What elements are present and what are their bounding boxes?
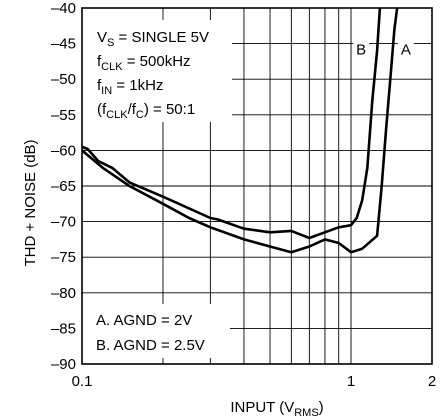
curve-label-bg <box>397 40 414 59</box>
x-tick-labels: 0.1 1 2 <box>72 373 437 390</box>
series-line-a <box>82 8 399 254</box>
conditions-annotation: VS = SINGLE 5V fCLK = 500kHz fIN = 1kHz (fC… <box>97 29 209 121</box>
curve-label-bg <box>353 40 370 59</box>
y-tick-labels: –40 –45 –50 –55 –60 –65 –70 –75 –80 –85 –90 <box>51 0 76 373</box>
y-tick-label: –45 <box>51 36 76 53</box>
y-tick-label: –50 <box>51 71 76 88</box>
plot-frame <box>81 7 433 365</box>
x-axis-title: INPUT (VRMS) <box>230 399 323 419</box>
curve-label-b: B <box>356 41 366 58</box>
condition-line: fIN = 1kHz <box>97 77 163 97</box>
curve-label-a: A <box>401 41 411 58</box>
y-tick-label: –80 <box>51 285 76 302</box>
y-axis-title: THD + NOISE (dB) <box>22 139 39 266</box>
y-tick-label: –65 <box>51 178 76 195</box>
condition-line: VS = SINGLE 5V <box>97 29 209 49</box>
conditions-box-bg <box>82 20 232 122</box>
y-tick-label: –70 <box>51 214 76 231</box>
legend-note-b: B. AGND = 2.5V <box>96 337 205 354</box>
y-tick-label: –55 <box>51 107 76 124</box>
y-tick-label: –60 <box>51 142 76 159</box>
y-tick-label: –90 <box>51 356 76 373</box>
x-tick-label: 1 <box>347 373 355 390</box>
condition-line: (fCLK/fC) = 50:1 <box>97 101 195 121</box>
x-tick-label: 0.1 <box>72 373 93 390</box>
y-tick-label: –40 <box>51 0 76 17</box>
series-lines <box>82 8 399 254</box>
y-tick-label: –85 <box>51 320 76 337</box>
legend-notes-box-bg <box>82 304 230 358</box>
condition-line: fCLK = 500kHz <box>97 53 191 73</box>
y-tick-label: –75 <box>51 249 76 266</box>
series-line-b <box>82 8 382 240</box>
legend-note-a: A. AGND = 2V <box>96 312 192 329</box>
x-tick-label: 2 <box>428 373 436 390</box>
